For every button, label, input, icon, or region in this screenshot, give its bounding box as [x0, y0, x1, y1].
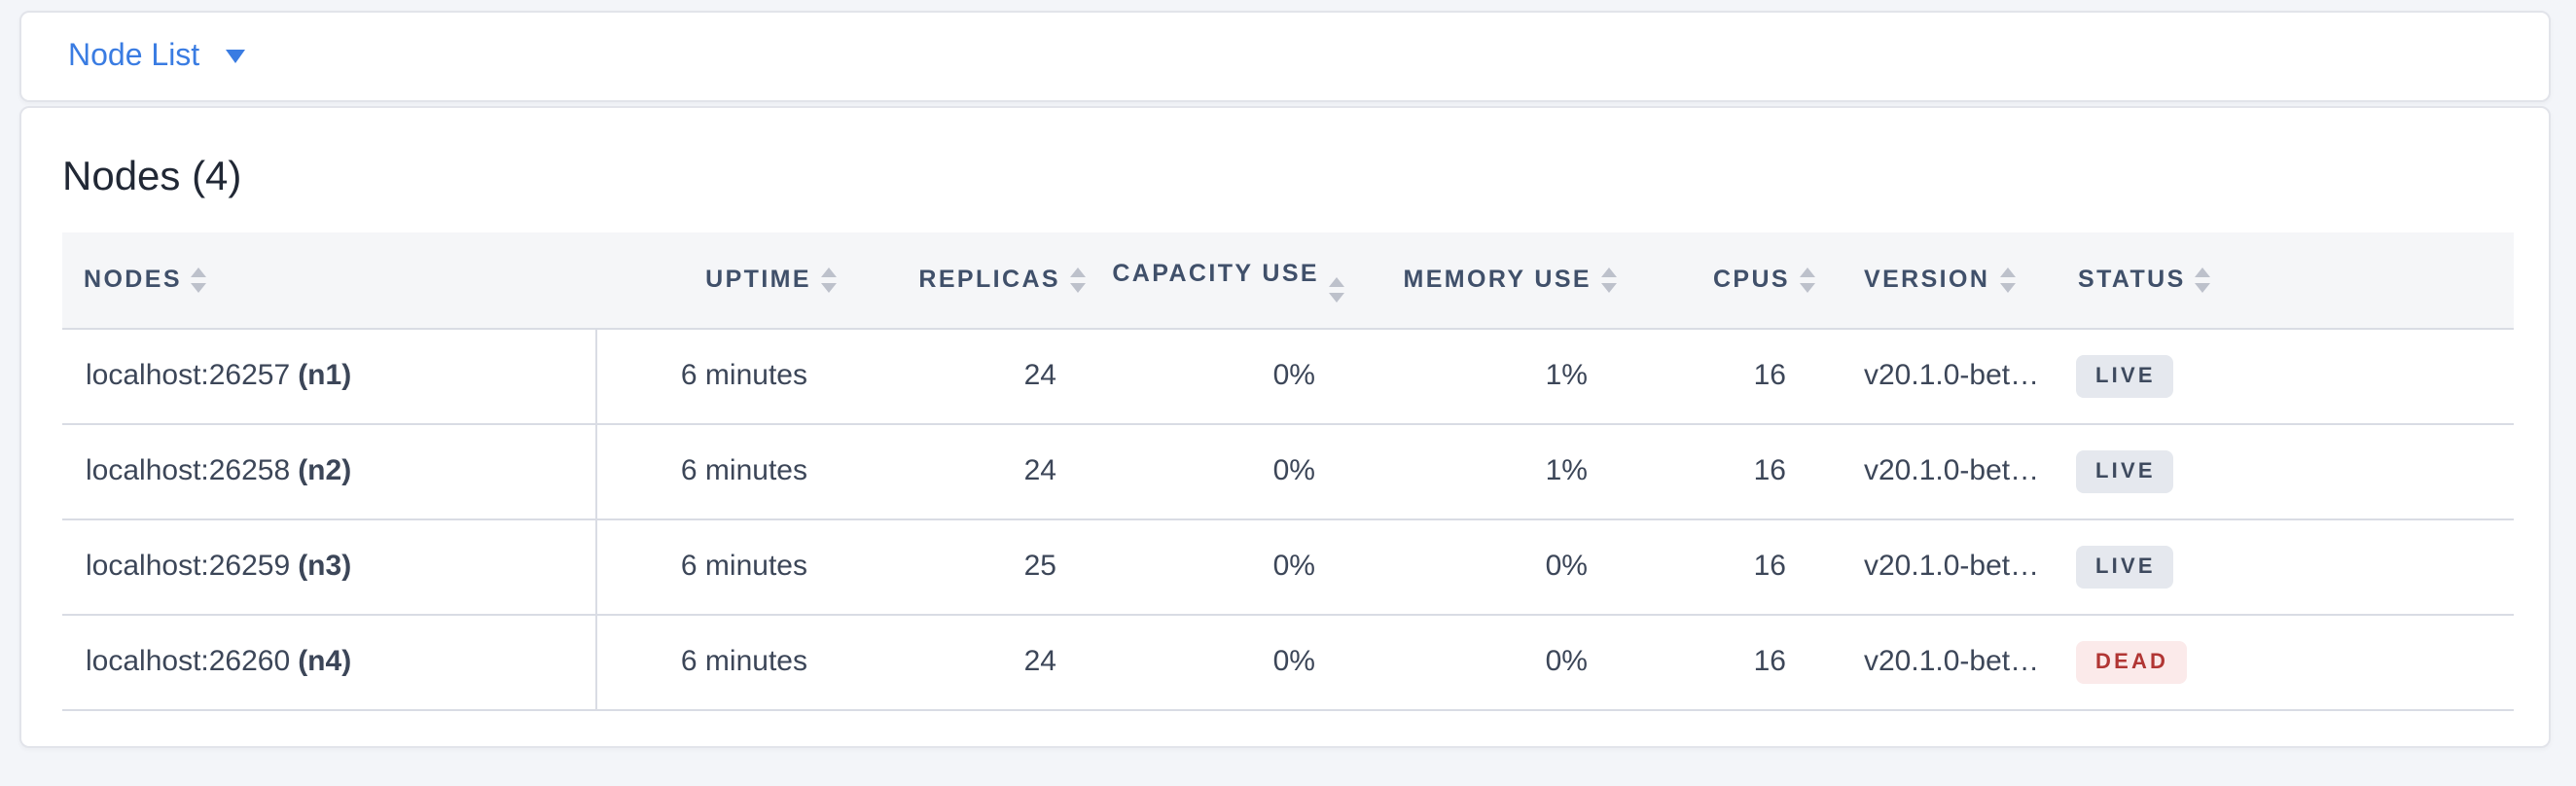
- node-id: (n3): [298, 550, 352, 583]
- cell-cpus: 16: [1640, 423, 1839, 519]
- cell-node: localhost:26257 (n1): [62, 328, 596, 424]
- cell-uptime: 6 minutes: [595, 614, 860, 710]
- column-label: MEMORY USE: [1403, 266, 1592, 294]
- sort-icon: [1800, 268, 1815, 292]
- cell-capacity-use: 0%: [1109, 518, 1368, 615]
- cell-version: v20.1.0-bet…: [1839, 518, 2053, 615]
- column-header-capacity-use[interactable]: CAPACITY USE: [1109, 232, 1368, 329]
- node-address: localhost:26257: [86, 359, 291, 392]
- cell-cpus: 16: [1640, 614, 1839, 710]
- column-header-replicas[interactable]: REPLICAS: [860, 232, 1109, 329]
- cell-replicas: 24: [860, 423, 1109, 519]
- node-id: (n2): [298, 454, 352, 487]
- column-header-nodes[interactable]: NODES: [62, 232, 595, 329]
- node-list-selector-label: Node List: [68, 39, 200, 72]
- table-row: localhost:26258 (n2) 6 minutes 24 0% 1% 1…: [62, 423, 2514, 519]
- sort-icon: [2195, 268, 2211, 292]
- node-address-link[interactable]: localhost:26257 (n1): [86, 359, 351, 392]
- cell-replicas: 24: [860, 614, 1109, 710]
- nodes-panel: Nodes (4) NODES UPTIME REPLICAS: [19, 106, 2551, 748]
- cell-replicas: 25: [860, 518, 1109, 615]
- cell-capacity-use: 0%: [1109, 423, 1368, 519]
- node-address-link[interactable]: localhost:26258 (n2): [86, 454, 351, 487]
- cell-status: LIVE: [2053, 423, 2514, 519]
- status-badge: LIVE: [2076, 545, 2173, 588]
- cell-uptime: 6 minutes: [595, 328, 860, 424]
- status-badge: DEAD: [2076, 640, 2187, 683]
- table-row: localhost:26257 (n1) 6 minutes 24 0% 1% 1…: [62, 328, 2514, 424]
- cell-status: LIVE: [2053, 328, 2514, 424]
- cell-version: v20.1.0-bet…: [1839, 614, 2053, 710]
- column-header-uptime[interactable]: UPTIME: [595, 232, 860, 329]
- node-address-link[interactable]: localhost:26259 (n3): [86, 550, 351, 583]
- column-label: VERSION: [1864, 266, 1990, 294]
- cell-node: localhost:26258 (n2): [62, 423, 596, 519]
- cell-cpus: 16: [1640, 518, 1839, 615]
- node-address: localhost:26258: [86, 454, 291, 487]
- column-header-memory-use[interactable]: MEMORY USE: [1368, 232, 1640, 329]
- column-header-version[interactable]: VERSION: [1839, 232, 2053, 329]
- page-title: Nodes (4): [62, 155, 242, 199]
- nodes-table: NODES UPTIME REPLICAS CAPACITY USE MEMOR…: [62, 232, 2514, 710]
- status-badge: LIVE: [2076, 354, 2173, 397]
- cell-memory-use: 1%: [1368, 328, 1640, 424]
- node-id: (n4): [298, 645, 352, 678]
- cell-memory-use: 1%: [1368, 423, 1640, 519]
- cell-uptime: 6 minutes: [595, 518, 860, 615]
- column-header-status[interactable]: STATUS: [2053, 232, 2514, 329]
- node-id: (n1): [298, 359, 352, 392]
- node-list-selector[interactable]: Node List: [19, 11, 2551, 102]
- node-address-link[interactable]: localhost:26260 (n4): [86, 645, 351, 678]
- cell-replicas: 24: [860, 328, 1109, 424]
- column-label: NODES: [84, 266, 182, 294]
- sort-icon: [1601, 268, 1617, 292]
- sort-icon: [1070, 268, 1086, 292]
- sort-icon: [821, 268, 837, 292]
- sort-icon: [1999, 268, 2016, 292]
- cell-node: localhost:26260 (n4): [62, 614, 596, 710]
- page: Node List Nodes (4) NODES UPTIME REPLIC: [0, 11, 2576, 786]
- column-label: STATUS: [2078, 266, 2186, 294]
- table-header-row: NODES UPTIME REPLICAS CAPACITY USE MEMOR…: [62, 232, 2514, 329]
- table-row: localhost:26259 (n3) 6 minutes 25 0% 0% 1…: [62, 518, 2514, 615]
- cell-status: LIVE: [2053, 518, 2514, 615]
- cell-version: v20.1.0-bet…: [1839, 423, 2053, 519]
- cell-cpus: 16: [1640, 328, 1839, 424]
- column-label: REPLICAS: [918, 266, 1060, 294]
- cell-capacity-use: 0%: [1109, 614, 1368, 710]
- column-label: CPUS: [1712, 266, 1790, 294]
- cell-memory-use: 0%: [1368, 518, 1640, 615]
- sort-icon: [191, 268, 207, 292]
- cell-status: DEAD: [2053, 614, 2514, 710]
- status-badge: LIVE: [2076, 449, 2173, 492]
- sort-icon: [1329, 277, 1344, 302]
- column-label: CAPACITY USE: [1112, 260, 1319, 287]
- column-header-cpus[interactable]: CPUS: [1640, 232, 1839, 329]
- caret-down-icon: [225, 50, 245, 63]
- column-label: UPTIME: [705, 266, 811, 294]
- cell-capacity-use: 0%: [1109, 328, 1368, 424]
- cell-version: v20.1.0-bet…: [1839, 328, 2053, 424]
- table-row: localhost:26260 (n4) 6 minutes 24 0% 0% 1…: [62, 614, 2514, 710]
- cell-node: localhost:26259 (n3): [62, 518, 596, 615]
- node-address: localhost:26260: [86, 645, 291, 678]
- node-address: localhost:26259: [86, 550, 291, 583]
- cell-memory-use: 0%: [1368, 614, 1640, 710]
- cell-uptime: 6 minutes: [595, 423, 860, 519]
